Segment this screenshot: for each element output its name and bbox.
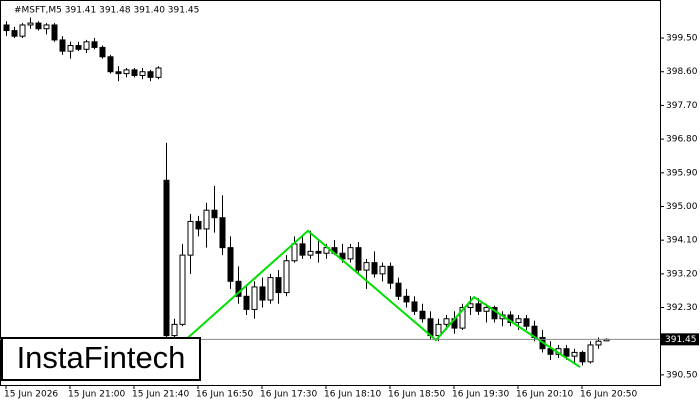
x-tick-label: 16 Jun 20:10 [516,390,573,400]
candle-body [587,344,594,363]
candle-body [483,307,490,312]
x-tick-label: 16 Jun 17:30 [260,390,317,400]
x-tick-label: 15 Jun 21:00 [68,390,125,400]
candle-body [123,69,130,75]
price-box [661,333,699,346]
candle-body [595,340,602,346]
x-tick-label: 16 Jun 16:50 [196,390,253,400]
candle-body [435,323,442,337]
y-tick-label: 394.10 [666,236,698,246]
candle-body [171,323,178,337]
candle-body [259,286,266,301]
candle-body [459,307,466,329]
x-tick-label: 16 Jun 18:10 [324,390,381,400]
candle-body [347,247,354,260]
candle-body [291,243,298,262]
logo: InstaFintech [17,340,186,375]
candle-body [403,295,410,303]
candle-body [99,46,106,58]
candle-body [187,220,194,256]
candle-body [419,310,426,320]
candle-body [107,56,114,73]
y-tick-label: 390.50 [666,370,698,380]
candle-body [243,295,250,310]
candle-body [235,280,242,297]
y-tick-label: 392.30 [666,303,698,313]
plot-area: 390.50 392.30 393.20 394.10 395.00 395.90 396.… [0,17,698,400]
candle-body [195,220,202,230]
pattern-line [184,229,581,368]
candle-body [307,250,314,256]
chart-title: #MSFT,M5 391.41 391.48 391.40 391.45 [14,6,199,16]
candle-body [211,209,218,219]
y-tick-label: 395.90 [666,168,698,178]
plot-frame [0,0,661,386]
candle-body [27,22,34,26]
candle-body [83,41,90,50]
candle-body [219,217,226,249]
price-label: 391.45 [665,335,697,345]
candle-body [283,260,290,294]
candle-body [155,67,162,78]
y-tick-label: 399.50 [666,34,698,44]
candle-body [563,348,570,357]
candle-body [67,45,74,52]
candle-body [275,277,282,294]
candle-body [363,262,370,271]
candle-body [467,303,474,309]
candle-body [355,247,362,271]
candle-body [131,69,138,76]
candle-body [163,179,170,337]
candle-body [571,351,578,357]
x-tick-label: 15 Jun 2026 [4,390,58,400]
candle-body [443,318,450,325]
x-tick-label: 16 Jun 19:30 [452,390,509,400]
x-tick-label: 16 Jun 20:50 [580,390,637,400]
candle-body [475,303,482,312]
candle-body [3,24,10,32]
candle-body [379,265,386,275]
candle-body [411,301,418,312]
x-tick-label: 16 Jun 18:50 [388,390,445,400]
y-tick-label: 396.80 [666,135,698,145]
candle-body [43,24,50,30]
y-tick-label: 397.70 [666,101,698,111]
candle-body [35,22,42,30]
candle-body [387,265,394,284]
candle-body [115,71,122,75]
candle-body [267,277,274,301]
candle-body [59,39,66,52]
candle-body [227,247,234,282]
candle-body [91,41,98,48]
candle-body [299,243,306,256]
candle-body [51,24,58,41]
logo-box [1,337,201,381]
candle-body [523,318,530,327]
candle-body [515,318,522,323]
y-tick-label: 398.60 [666,67,698,77]
candle-body [19,24,26,37]
candle-body [339,252,346,260]
candle-body [147,71,154,78]
candle-body [579,351,586,363]
candle-body [251,286,258,310]
y-tick-label: 393.20 [666,269,698,279]
candle-body [203,209,210,230]
x-tick-label: 15 Jun 21:40 [132,390,189,400]
candle-body [75,45,82,50]
candle-body [395,282,402,297]
candle-body [371,262,378,275]
candle-body [139,71,146,76]
candle-body [315,250,322,254]
candle-body [179,254,186,325]
y-tick-label: 395.00 [666,202,698,212]
candle-body [11,30,18,37]
